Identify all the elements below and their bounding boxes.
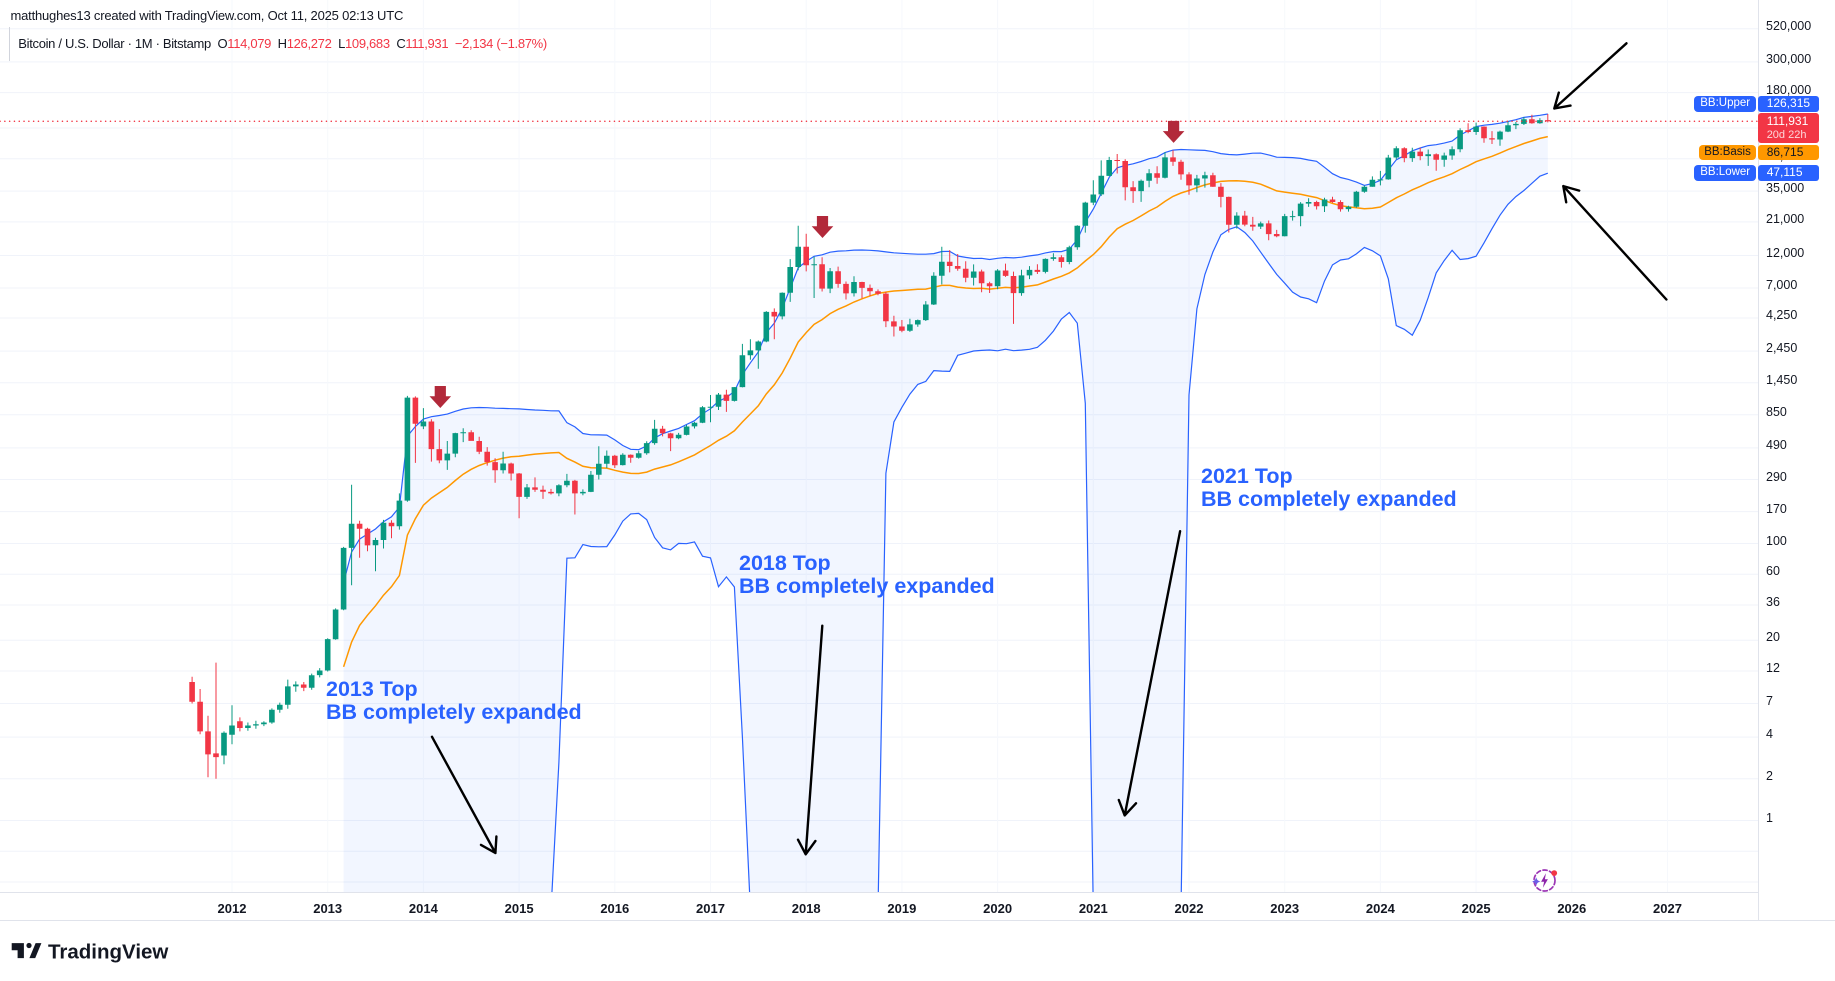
svg-text:TradingView: TradingView xyxy=(48,940,168,963)
